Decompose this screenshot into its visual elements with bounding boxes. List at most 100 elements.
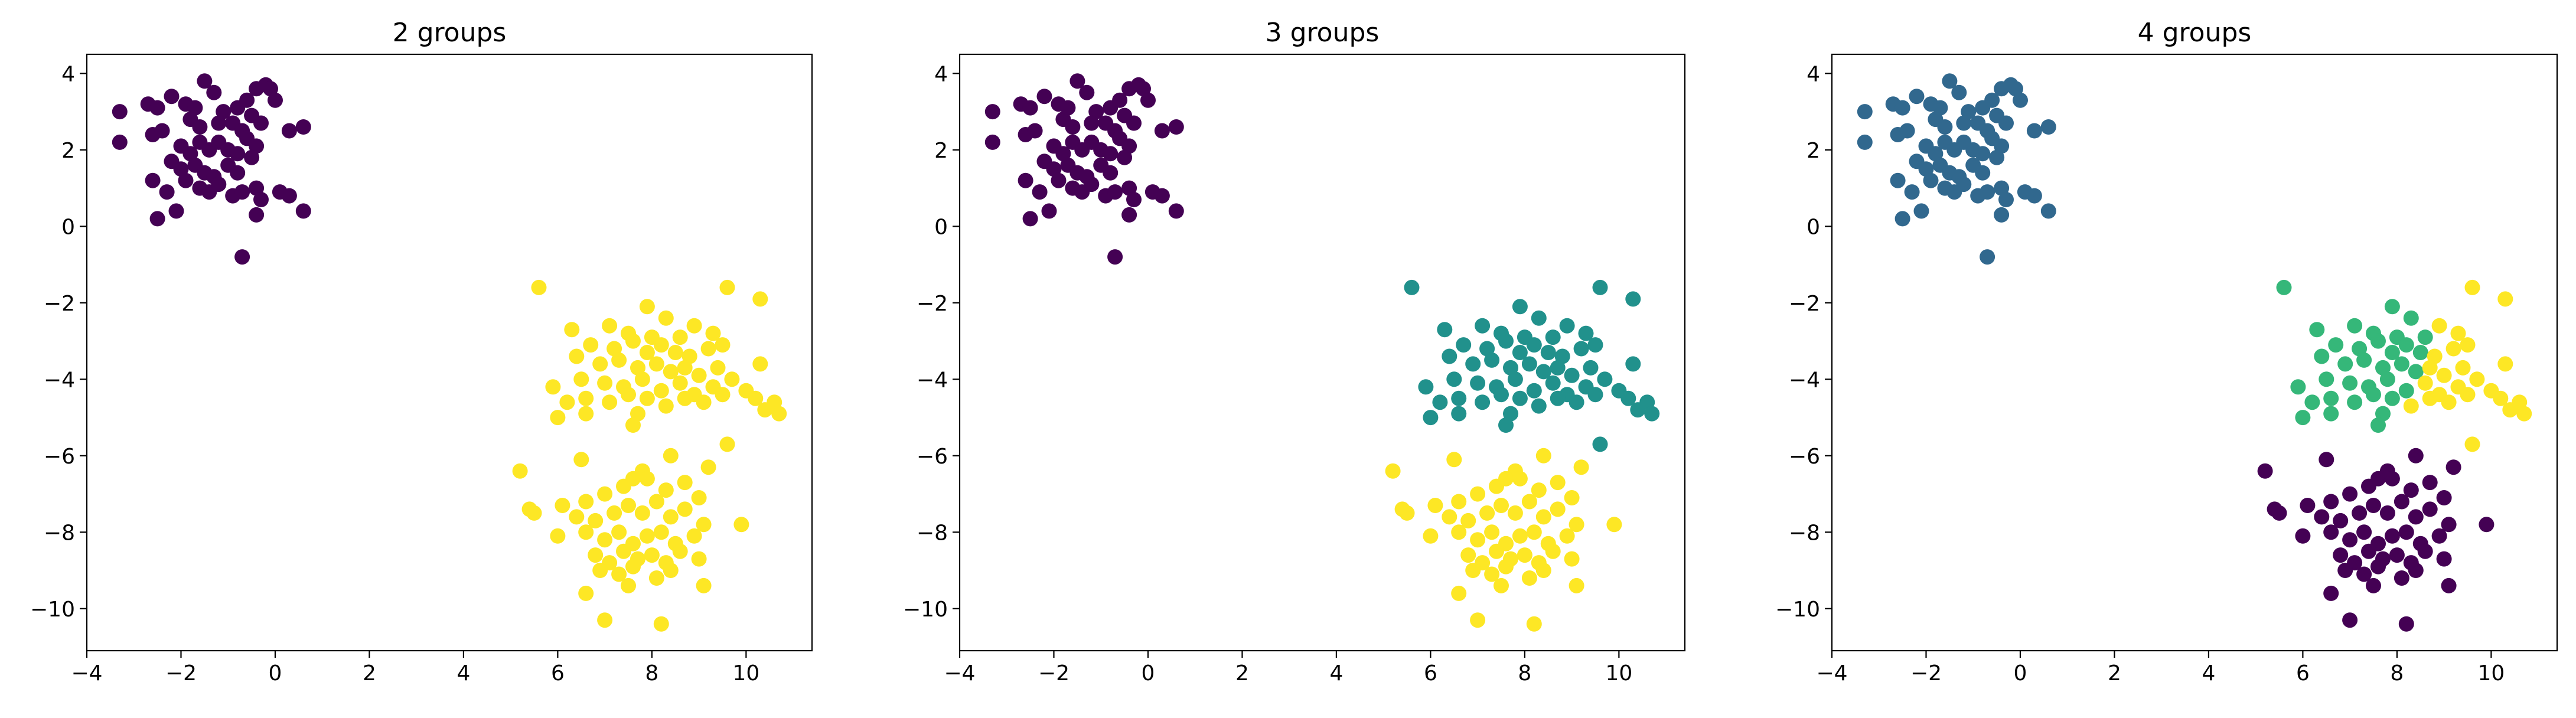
scatter-point	[1470, 532, 1486, 548]
scatter-point	[2342, 612, 2358, 628]
scatter-point	[1507, 371, 1523, 387]
scatter-point	[621, 577, 636, 593]
scatter-point	[1484, 352, 1500, 368]
scatter-point	[1569, 577, 1584, 593]
scatter-point	[1494, 577, 1509, 593]
scatter-point	[192, 119, 208, 135]
scatter-point	[588, 513, 604, 528]
scatter-point	[1512, 471, 1528, 487]
scatter-point	[653, 524, 669, 540]
axes-frame	[86, 53, 813, 652]
scatter-point	[1909, 89, 1925, 105]
scatter-point	[597, 612, 613, 628]
scatter-point	[700, 459, 716, 475]
scatter-point	[281, 188, 297, 204]
x-tick-label: 2	[363, 661, 376, 686]
scatter-point	[2394, 356, 2409, 372]
scatter-point	[719, 279, 735, 295]
scatter-point	[1550, 475, 1566, 491]
scatter-point	[2464, 279, 2480, 295]
scatter-point	[295, 203, 311, 219]
scatter-point	[211, 115, 227, 131]
scatter-point	[621, 387, 636, 403]
scatter-point	[268, 92, 283, 108]
scatter-point	[2314, 509, 2330, 525]
scatter-point	[178, 172, 194, 188]
x-tick-label: −2	[165, 661, 197, 686]
scatter-point	[1027, 123, 1043, 139]
scatter-point	[1465, 356, 1481, 372]
scatter-point	[2384, 299, 2400, 315]
y-tick-label: −10	[1775, 598, 1820, 622]
scatter-point	[1423, 410, 1439, 426]
scatter-point	[1084, 115, 1100, 131]
scatter-point	[1168, 119, 1184, 135]
scatter-point	[757, 402, 773, 418]
scatter-point	[1918, 161, 1934, 177]
scatter-point	[639, 345, 655, 360]
scatter-point	[1573, 459, 1589, 475]
scatter-point	[611, 524, 627, 540]
scatter-point	[719, 436, 735, 452]
scatter-point	[1564, 490, 1580, 505]
scatter-point	[1644, 406, 1660, 422]
x-tick-label: 6	[2296, 661, 2310, 686]
scatter-point	[578, 494, 594, 510]
scatter-point	[2422, 475, 2438, 491]
scatter-point	[2379, 505, 2395, 521]
scatter-point	[611, 352, 627, 368]
scatter-point	[625, 333, 641, 349]
scatter-point	[112, 104, 128, 120]
scatter-point	[1894, 211, 1910, 227]
scatter-point	[1569, 394, 1584, 410]
scatter-point	[1103, 146, 1119, 162]
scatter-point	[1569, 517, 1584, 533]
scatter-point	[1951, 84, 1967, 100]
scatter-point	[592, 563, 608, 578]
scatter-point	[2408, 364, 2424, 380]
scatter-point	[1140, 92, 1156, 108]
scatter-point	[1857, 134, 1873, 150]
scatter-point	[1456, 337, 1472, 353]
scatter-point	[1956, 115, 1972, 131]
scatter-point	[2384, 528, 2400, 544]
scatter-point	[748, 390, 764, 406]
scatter-point	[1423, 528, 1439, 544]
scatter-point	[2436, 367, 2452, 383]
scatter-point	[658, 398, 674, 414]
scatter-point	[1498, 333, 1514, 349]
scatter-point	[1494, 387, 1509, 403]
scatter-point	[2398, 383, 2414, 399]
cluster-1-points	[1857, 73, 2056, 265]
scatter-point	[2323, 406, 2339, 422]
scatter-point	[597, 486, 613, 502]
cluster-3-points	[2403, 279, 2532, 452]
scatter-point	[182, 146, 198, 162]
scatter-point	[1989, 149, 2005, 165]
scatter-point	[2366, 577, 2381, 593]
scatter-point	[1399, 505, 1415, 521]
scatter-point	[2431, 318, 2447, 334]
scatter-point	[2422, 501, 2438, 517]
scatter-point	[1899, 123, 1915, 139]
scatter-point	[168, 203, 184, 219]
scatter-point	[2356, 352, 2372, 368]
scatter-point	[2333, 547, 2349, 563]
scatter-point	[2013, 92, 2028, 108]
scatter-point	[2455, 360, 2471, 376]
scatter-point	[1535, 563, 1551, 578]
scatter-point	[2436, 490, 2452, 505]
scatter-point	[1583, 360, 1599, 376]
scatter-point	[2469, 371, 2485, 387]
scatter-point	[644, 547, 660, 563]
scatter-point	[569, 348, 585, 364]
scatter-point	[211, 177, 227, 192]
scatter-point	[1587, 337, 1603, 353]
scatter-point	[578, 524, 594, 540]
scatter-point	[2493, 390, 2509, 406]
scatter-point	[1857, 104, 1873, 120]
scatter-point	[2497, 291, 2513, 307]
x-tick-label: −2	[1038, 661, 1069, 686]
y-tick-label: 4	[61, 62, 75, 86]
